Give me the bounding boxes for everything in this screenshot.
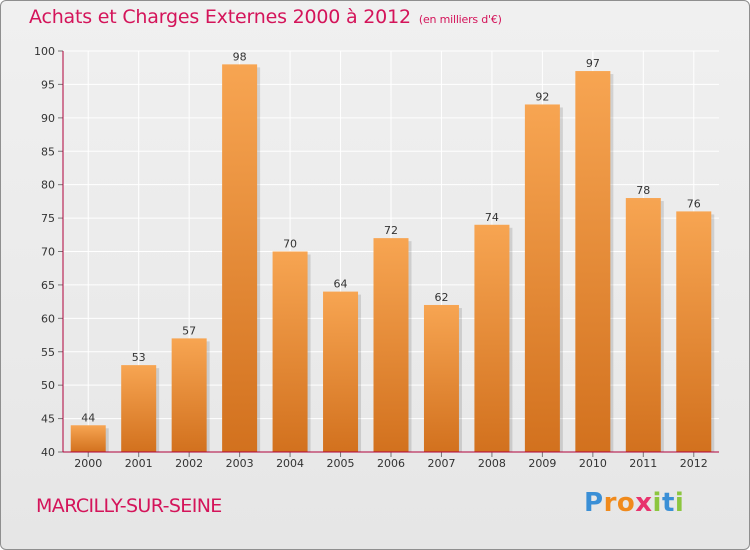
data-label: 76 — [687, 197, 701, 210]
logo-letter: o — [616, 488, 636, 518]
bar-2003 — [222, 64, 258, 452]
bar-2001 — [121, 365, 157, 452]
bar-2006 — [373, 238, 409, 452]
data-label: 72 — [384, 224, 398, 237]
logo-letter: i — [674, 488, 685, 518]
bar-2012 — [676, 211, 712, 452]
bars: 44 53 57 98 70 64 72 62 74 92 97 78 76 — [70, 50, 715, 453]
bar-2011 — [625, 198, 661, 452]
bar-2010 — [575, 71, 611, 453]
y-tick-label: 55 — [41, 346, 55, 359]
x-tick-label: 2012 — [680, 457, 708, 470]
x-tick-label: 2000 — [74, 457, 102, 470]
y-tick-label: 80 — [41, 179, 55, 192]
y-tick-label: 65 — [41, 279, 55, 292]
bar-2005 — [323, 291, 359, 452]
data-label: 64 — [334, 278, 348, 291]
x-tick-label: 2007 — [427, 457, 455, 470]
x-tick-label: 2001 — [125, 457, 153, 470]
bar-2009 — [524, 104, 560, 452]
y-tick-label: 75 — [41, 212, 55, 225]
data-label: 97 — [586, 57, 600, 70]
axes: 40 45 50 55 60 65 70 75 80 85 90 95 100 2000 2001 2002 2… — [34, 45, 719, 470]
y-tick-label: 40 — [41, 446, 55, 459]
logo-letter: x — [635, 488, 653, 518]
x-tick-label: 2008 — [478, 457, 506, 470]
data-label: 53 — [132, 351, 146, 364]
y-tick-label: 70 — [41, 246, 55, 259]
y-tick-label: 100 — [34, 45, 55, 58]
x-tick-label: 2009 — [528, 457, 556, 470]
y-tick-label: 90 — [41, 112, 55, 125]
chart-subtitle: (en milliers d'€) — [418, 13, 502, 26]
commune-name: MARCILLY-SUR-SEINE — [36, 495, 222, 517]
x-tick-label: 2010 — [579, 457, 607, 470]
x-tick-label: 2003 — [226, 457, 254, 470]
logo-letter: t — [661, 488, 675, 518]
x-tick-label: 2004 — [276, 457, 304, 470]
bar-2004 — [272, 251, 308, 452]
y-tick-label: 50 — [41, 379, 55, 392]
x-tick-label: 2005 — [327, 457, 355, 470]
bar-2002 — [171, 338, 207, 452]
bar-2000 — [70, 425, 106, 452]
logo-letter: r — [603, 488, 617, 518]
y-tick-label: 85 — [41, 145, 55, 158]
data-label: 78 — [636, 184, 650, 197]
x-tick-label: 2011 — [629, 457, 657, 470]
data-label: 74 — [485, 211, 499, 224]
chart-title-text: Achats et Charges Externes 2000 à 2012 — [29, 6, 411, 28]
bar-2007 — [423, 304, 459, 452]
y-tick-label: 45 — [41, 413, 55, 426]
bar-2008 — [474, 224, 510, 452]
chart-title: Achats et Charges Externes 2000 à 2012 (e… — [29, 6, 502, 28]
y-tick-label: 95 — [41, 78, 55, 91]
data-label: 70 — [283, 238, 297, 251]
data-label: 62 — [434, 291, 448, 304]
data-label: 57 — [182, 324, 196, 337]
x-tick-label: 2002 — [175, 457, 203, 470]
data-label: 44 — [81, 411, 95, 424]
y-tick-label: 60 — [41, 312, 55, 325]
logo-letter: P — [584, 488, 604, 518]
logo-letter: i — [652, 488, 662, 518]
x-tick-label: 2006 — [377, 457, 405, 470]
data-label: 98 — [233, 50, 247, 63]
proxiti-logo: Proxiti — [584, 488, 684, 518]
data-label: 92 — [535, 90, 549, 103]
